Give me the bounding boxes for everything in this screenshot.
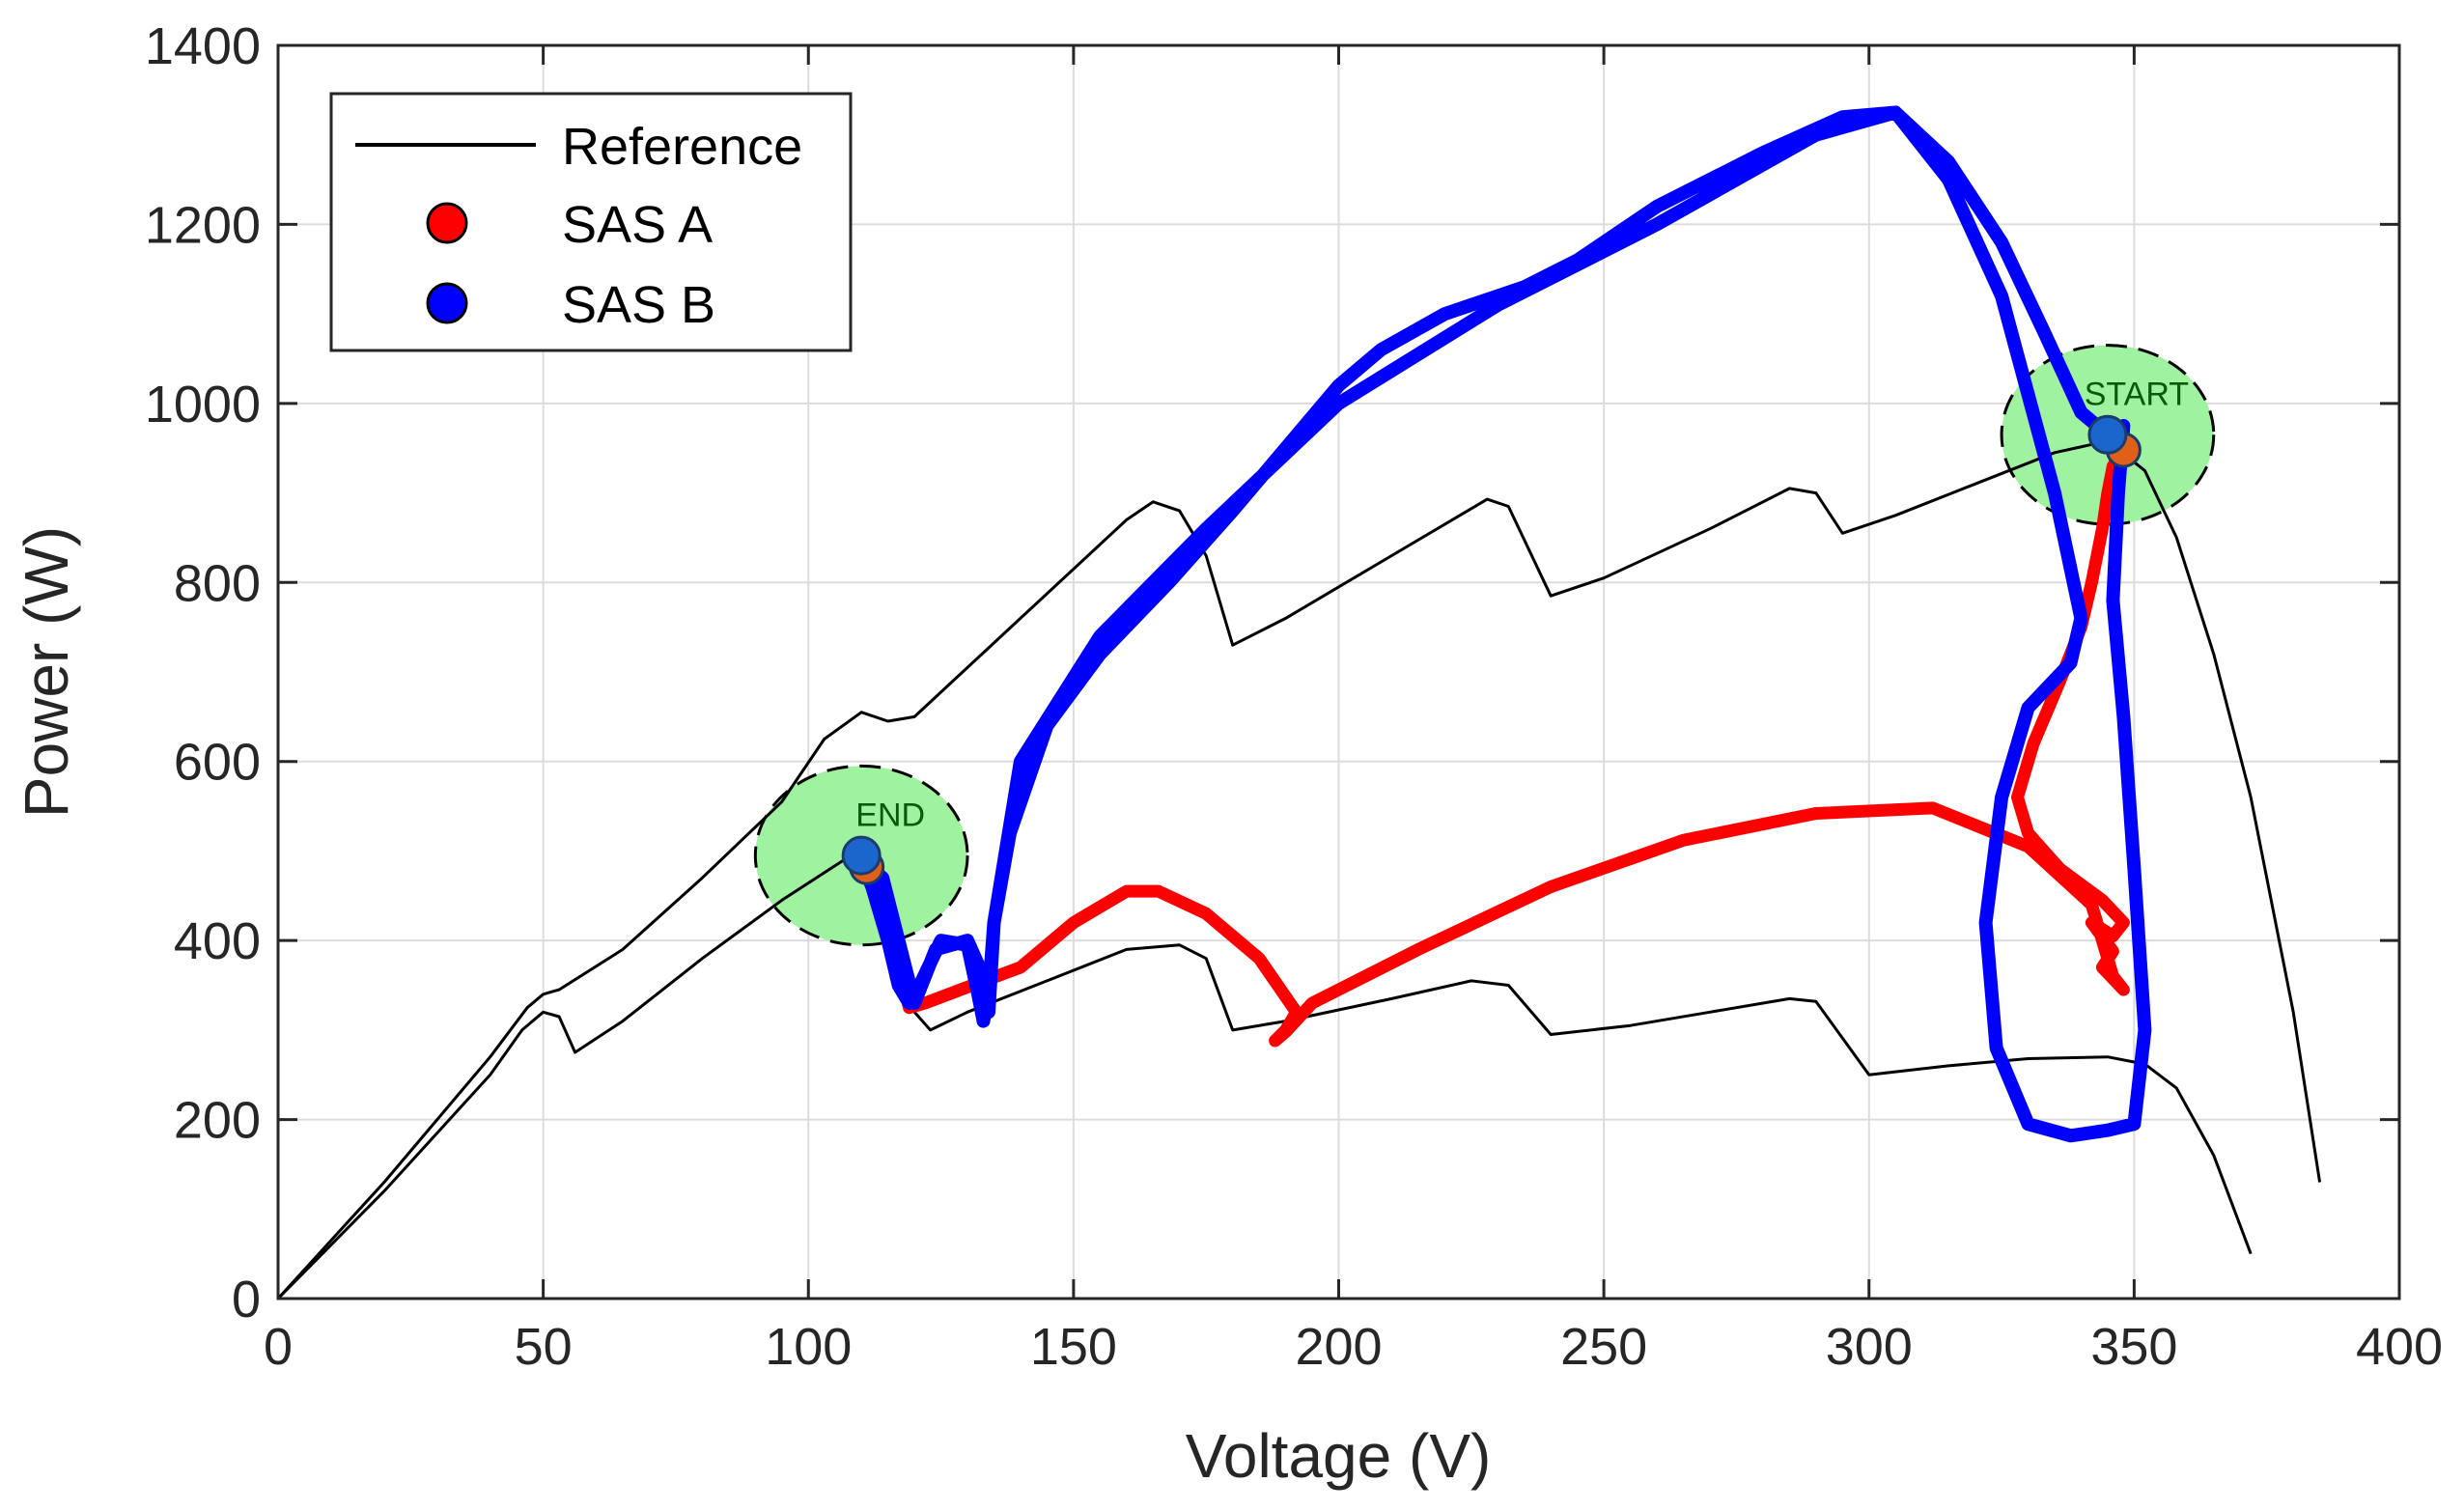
legend-reference-label: Reference <box>562 118 802 176</box>
legend-sas-b-marker <box>426 282 468 324</box>
reference-curve-1 <box>276 853 2253 1300</box>
data-markers <box>841 414 2142 885</box>
legend-sas-a-marker <box>426 202 468 244</box>
sas-a-trajectory <box>860 443 2130 1048</box>
start-label: START <box>2085 377 2189 413</box>
x-tick-label: 0 <box>264 1318 293 1376</box>
legend-box <box>329 92 853 352</box>
y-tick-label: 0 <box>232 1271 261 1328</box>
x-tick-label: 400 <box>2356 1318 2443 1376</box>
sas-b-trajectory <box>854 105 2152 1143</box>
x-tick-label: 350 <box>2090 1318 2177 1376</box>
x-tick-label: 50 <box>515 1318 573 1376</box>
y-tick-label: 600 <box>174 734 261 792</box>
reference-curve-2 <box>276 439 2322 1300</box>
data-series <box>276 105 2322 1300</box>
axis-ticks: 0 50 100 150 200 250 300 350 400 0 200 400 600 800 100… <box>145 17 2443 1376</box>
y-tick-label: 800 <box>174 554 261 612</box>
x-tick-label: 200 <box>1295 1318 1382 1376</box>
y-tick-label: 1400 <box>145 17 261 75</box>
sas-b-marker <box>2087 414 2128 455</box>
y-tick-label: 200 <box>174 1092 261 1150</box>
x-tick-label: 250 <box>1560 1318 1647 1376</box>
sas-b-marker <box>841 835 882 876</box>
x-tick-label: 150 <box>1030 1318 1117 1376</box>
x-tick-label: 100 <box>765 1318 852 1376</box>
y-tick-label: 1000 <box>145 376 261 433</box>
legend-sas-a-label: SAS A <box>562 196 713 254</box>
x-tick-label: 300 <box>1826 1318 1913 1376</box>
end-label: END <box>855 797 925 833</box>
legend: Reference SAS A SAS B <box>329 92 853 352</box>
legend-sas-b-label: SAS B <box>562 276 715 334</box>
x-axis-title: Voltage (V) <box>1186 1421 1492 1491</box>
y-axis-title: Power (W) <box>12 526 81 818</box>
y-tick-label: 1200 <box>145 196 261 254</box>
y-tick-label: 400 <box>174 912 261 970</box>
